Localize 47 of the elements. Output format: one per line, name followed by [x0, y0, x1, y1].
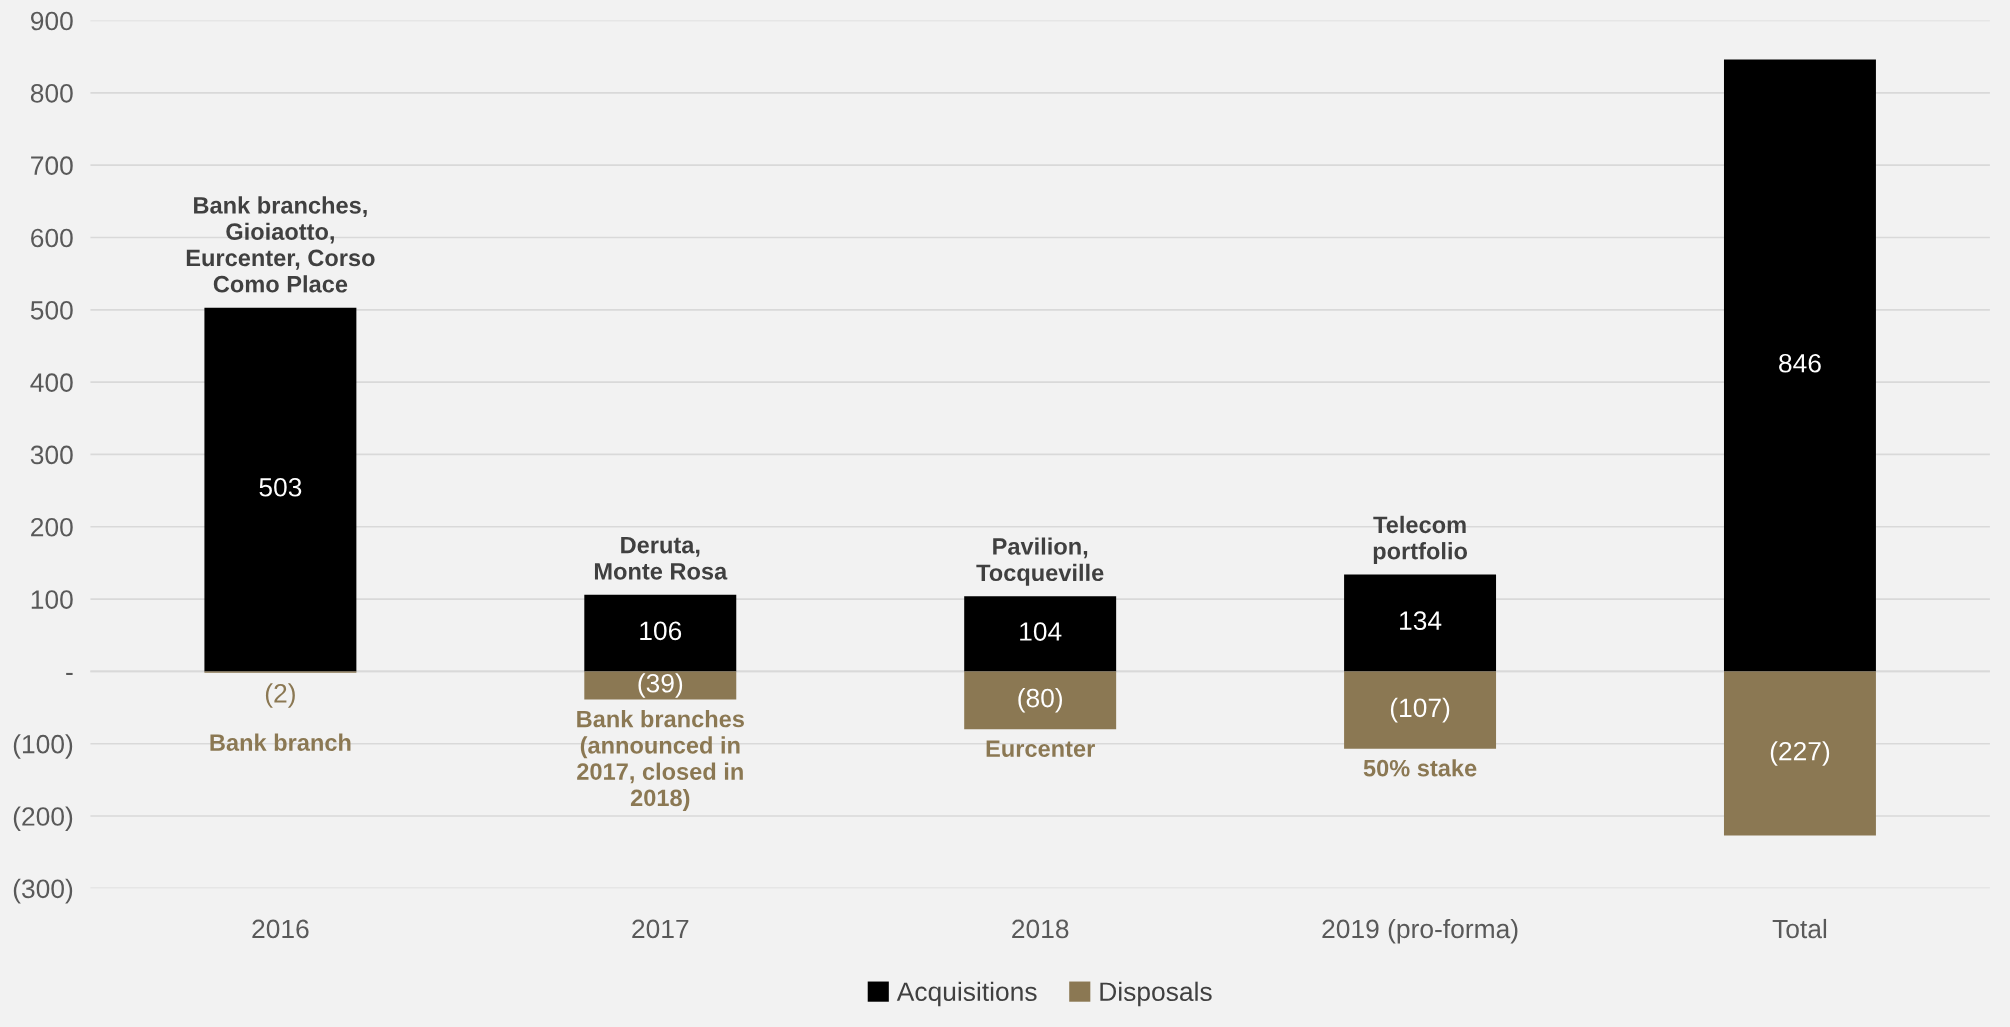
data-label: 134: [1400, 611, 1442, 631]
legend-label: Acquisitions: [896, 981, 1037, 1007]
annotation: Pavilion, Tocqueville: [976, 537, 1104, 586]
data-label: 104: [1020, 622, 1062, 641]
bar: [964, 671, 1117, 730]
y-tick-label: (200): [13, 806, 73, 832]
y-tick-label: -: [66, 672, 73, 675]
annotation: Eurcenter: [986, 740, 1095, 758]
y-tick-label: 600: [31, 228, 73, 248]
y-tick-label: (300): [13, 878, 73, 904]
data-label: (2): [265, 683, 295, 708]
y-tick-label: 700: [31, 156, 73, 175]
y-tick-label: 800: [30, 83, 73, 103]
bar: [1723, 59, 1876, 672]
data-label: 106: [640, 621, 682, 641]
x-tick-label: 2019 (pro-forma): [1322, 918, 1518, 944]
annotation: 50% stake: [1363, 759, 1477, 777]
y-tick-label: 100: [31, 590, 73, 609]
data-label: (80): [1018, 688, 1062, 713]
annotation: Deruta, Monte Rosa: [594, 536, 728, 580]
bar: [1344, 671, 1497, 749]
y-tick-label: 900: [31, 11, 73, 31]
legend-label: Disposals: [1100, 981, 1212, 1007]
data-label: (227): [1770, 741, 1830, 766]
bar: [584, 671, 737, 700]
x-tick-label: 2017: [632, 919, 689, 939]
bar: [204, 307, 357, 672]
bar: [1723, 671, 1876, 836]
data-label: 503: [259, 477, 302, 497]
annotation: Bank branch: [210, 733, 351, 751]
x-tick-label: 2018: [1012, 919, 1069, 939]
data-label: 846: [1779, 353, 1821, 373]
y-tick-label: 300: [30, 445, 73, 465]
data-label: (107): [1390, 697, 1450, 723]
y-tick-label: (100): [13, 734, 73, 759]
x-tick-label: 2016: [252, 919, 309, 939]
x-tick-label: Total: [1772, 918, 1827, 939]
annotation: Telecom portfolio: [1373, 515, 1468, 565]
data-label: (39): [638, 673, 683, 698]
y-tick-label: 500: [30, 300, 73, 320]
y-tick-label: 400: [30, 373, 73, 392]
annotation: Bank branches (announced in 2017, closed in 2018): [577, 710, 744, 811]
bar: [964, 596, 1117, 672]
bar: [584, 594, 737, 672]
annotation: Bank branches, Gioiaotto, Eurcenter, Corso Como Place: [186, 196, 375, 293]
y-tick-label: 200: [31, 517, 73, 537]
bar: [1344, 574, 1497, 672]
